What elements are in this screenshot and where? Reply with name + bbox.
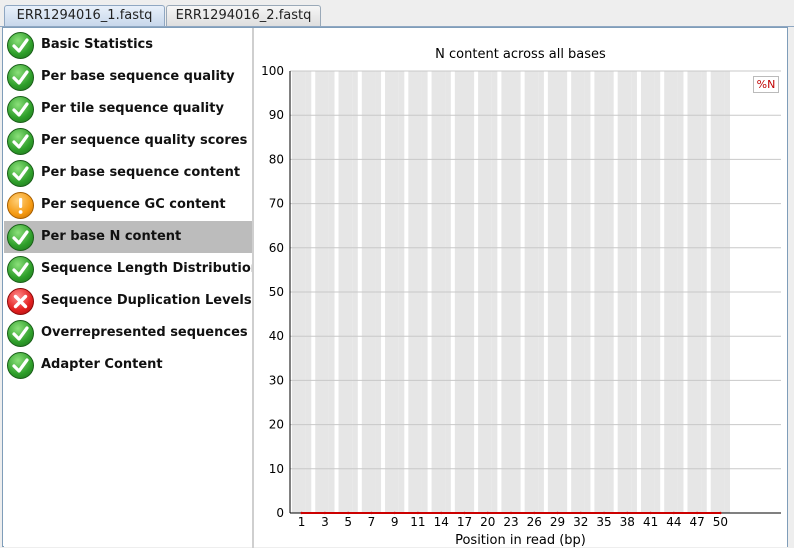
- y-tick-label: 20: [269, 418, 284, 432]
- chart-panel: N content across all bases 0 10 20 30 40 50 60…: [254, 29, 787, 548]
- tab-file-2[interactable]: ERR1294016_2.fastq: [166, 5, 321, 26]
- y-tick-label: 30: [269, 373, 284, 387]
- y-tick-label: 40: [269, 329, 284, 343]
- x-tick-label: 17: [457, 515, 472, 529]
- x-tick-label: 20: [480, 515, 495, 529]
- data-point: [416, 511, 420, 515]
- data-point: [579, 511, 582, 515]
- data-point: [626, 511, 629, 515]
- module-label: Per sequence quality scores: [41, 133, 248, 148]
- legend-n-percent: %N: [753, 76, 779, 93]
- module-label: Sequence Length Distribution: [41, 261, 261, 276]
- x-tick-label: 50: [713, 515, 728, 529]
- module-label: Per base N content: [41, 229, 182, 244]
- data-point: [533, 511, 536, 515]
- module-label: Per base sequence quality: [41, 69, 235, 84]
- x-tick-label: 14: [434, 515, 449, 529]
- x-tick-label: 3: [321, 515, 329, 529]
- report-content: Basic Statistics Per base sequence qualit…: [2, 27, 788, 548]
- tab-file-1[interactable]: ERR1294016_1.fastq: [4, 5, 165, 27]
- data-point: [672, 511, 676, 515]
- module-adapter-content[interactable]: Adapter Content: [4, 349, 252, 381]
- y-tick-label: 50: [269, 285, 284, 299]
- data-point: [649, 511, 652, 515]
- module-per-base-sequence-content[interactable]: Per base sequence content: [4, 157, 252, 189]
- module-label: Overrepresented sequences: [41, 325, 248, 340]
- data-point: [509, 511, 513, 515]
- y-tick-label: 0: [276, 506, 284, 520]
- x-tick-label: 11: [410, 515, 425, 529]
- module-sequence-duplication-levels[interactable]: Sequence Duplication Levels: [4, 285, 252, 317]
- tab-underline: [0, 26, 794, 27]
- x-axis-label: Position in read (bp): [455, 533, 586, 548]
- pass-check-icon: [7, 352, 34, 379]
- x-tick-label: 44: [666, 515, 681, 529]
- pass-check-icon: [7, 32, 34, 59]
- pass-check-icon: [7, 320, 34, 347]
- pass-check-icon: [7, 224, 34, 251]
- module-per-sequence-quality-scores[interactable]: Per sequence quality scores: [4, 125, 252, 157]
- y-tick-label: 100: [261, 64, 284, 78]
- x-tick-label: 9: [391, 515, 399, 529]
- data-point: [556, 511, 559, 515]
- data-point: [393, 511, 396, 515]
- pass-check-icon: [7, 256, 34, 283]
- y-tick-label: 70: [269, 197, 284, 211]
- x-tick-label: 47: [689, 515, 704, 529]
- pass-check-icon: [7, 64, 34, 91]
- x-tick-label: 41: [643, 515, 658, 529]
- data-point: [719, 511, 722, 515]
- x-tick-label: 29: [550, 515, 565, 529]
- y-tick-label: 60: [269, 241, 284, 255]
- data-point: [346, 511, 350, 515]
- x-tick-label: 32: [573, 515, 588, 529]
- fail-cross-icon: [7, 288, 34, 315]
- module-label: Adapter Content: [41, 357, 163, 372]
- y-tick-label: 80: [269, 152, 284, 166]
- warning-icon: [7, 192, 34, 219]
- data-point: [323, 511, 327, 515]
- data-point: [440, 511, 443, 515]
- chart-title: N content across all bases: [435, 47, 606, 62]
- module-label: Per tile sequence quality: [41, 101, 224, 116]
- x-tick-label: 26: [527, 515, 542, 529]
- pass-check-icon: [7, 128, 34, 155]
- x-tick-label: 35: [596, 515, 611, 529]
- x-tick-label: 7: [368, 515, 376, 529]
- y-tick-label: 90: [269, 108, 284, 122]
- module-label: Per sequence GC content: [41, 197, 226, 212]
- module-label: Sequence Duplication Levels: [41, 293, 252, 308]
- module-basic-statistics[interactable]: Basic Statistics: [4, 29, 252, 61]
- data-point: [486, 511, 489, 515]
- x-tick-label: 23: [503, 515, 518, 529]
- module-overrepresented-sequences[interactable]: Overrepresented sequences: [4, 317, 252, 349]
- pass-check-icon: [7, 160, 34, 187]
- module-list: Basic Statistics Per base sequence qualit…: [4, 29, 260, 547]
- x-tick-label: 5: [344, 515, 352, 529]
- module-per-sequence-gc-content[interactable]: Per sequence GC content: [4, 189, 252, 221]
- module-per-tile-sequence-quality[interactable]: Per tile sequence quality: [4, 93, 252, 125]
- module-sequence-length-distribution[interactable]: Sequence Length Distribution: [4, 253, 260, 285]
- x-tick-label: 1: [298, 515, 306, 529]
- split-divider[interactable]: [252, 28, 254, 548]
- data-point: [463, 511, 466, 515]
- module-label: Per base sequence content: [41, 165, 241, 180]
- module-label: Basic Statistics: [41, 37, 153, 52]
- module-per-base-n-content[interactable]: Per base N content: [4, 221, 252, 253]
- data-point: [695, 511, 699, 515]
- tab-bar: ERR1294016_1.fastq ERR1294016_2.fastq: [0, 0, 794, 28]
- data-point: [370, 511, 373, 515]
- module-per-base-sequence-quality[interactable]: Per base sequence quality: [4, 61, 252, 93]
- pass-check-icon: [7, 96, 34, 123]
- y-tick-label: 10: [269, 462, 284, 476]
- x-tick-label: 38: [620, 515, 635, 529]
- data-point: [602, 511, 606, 515]
- data-point: [300, 511, 303, 515]
